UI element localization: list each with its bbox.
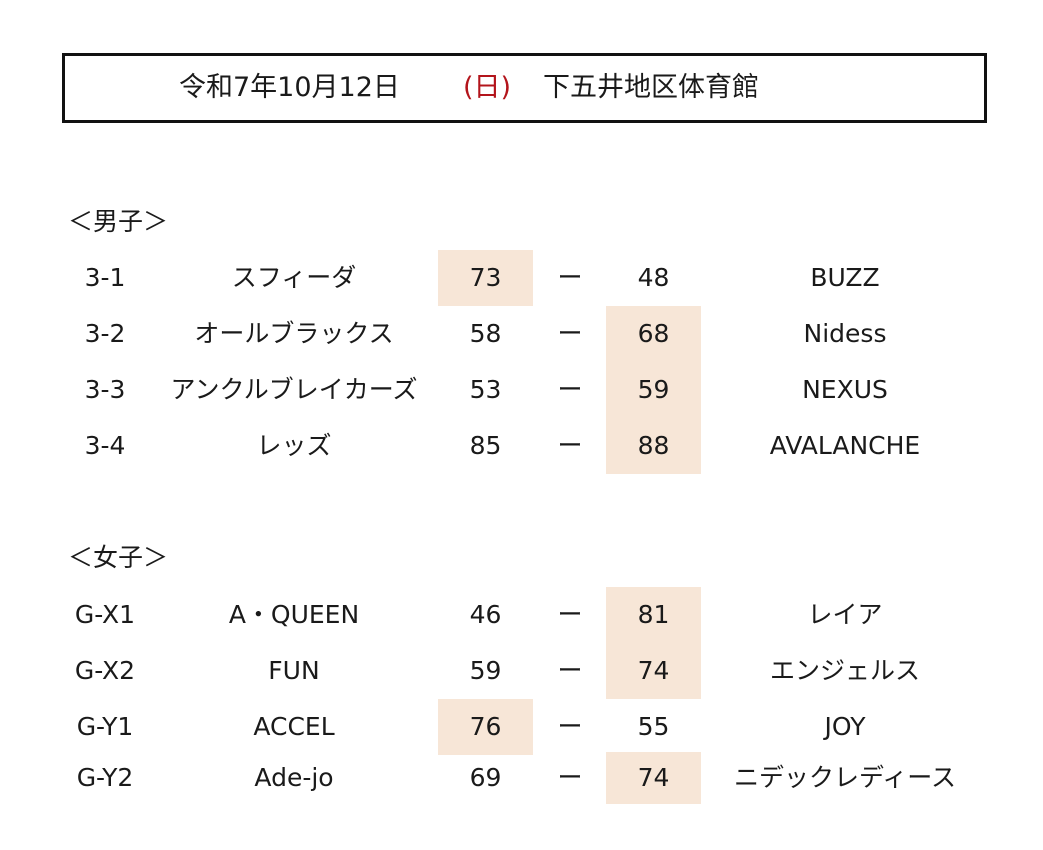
away-score: 74	[606, 643, 701, 699]
away-score: 81	[606, 587, 701, 643]
home-score: 58	[469, 319, 502, 348]
score-separator: ー	[557, 712, 583, 741]
game-id: G-Y2	[76, 763, 134, 792]
away-team: JOY	[824, 712, 866, 741]
event-venue: 下五井地区体育館	[543, 72, 759, 103]
home-team: ACCEL	[253, 712, 335, 741]
away-score: 48	[637, 263, 670, 292]
score-separator: ー	[557, 600, 583, 629]
score-separator: ー	[557, 431, 583, 460]
event-weekday: (日)	[463, 72, 512, 103]
away-team: ニデックレディース	[733, 763, 956, 792]
game-id: 3-1	[84, 263, 126, 292]
game-id: 3-2	[84, 319, 126, 348]
game-row: 3-3 アンクルブレイカーズ 53 ー 59 NEXUS	[0, 362, 1043, 418]
score-separator: ー	[557, 375, 583, 404]
game-row: G-X2 FUN 59 ー 74 エンジェルス	[0, 643, 1043, 699]
home-score: 53	[469, 375, 502, 404]
event-date: 令和7年10月12日	[179, 72, 400, 103]
game-id: 3-3	[84, 375, 126, 404]
home-team: アンクルブレイカーズ	[170, 375, 418, 404]
home-team: FUN	[268, 656, 320, 685]
home-score: 85	[469, 431, 502, 460]
home-score: 59	[469, 656, 502, 685]
game-row: 3-2 オールブラックス 58 ー 68 Nidess	[0, 306, 1043, 362]
home-team: A・QUEEN	[228, 600, 360, 629]
score-separator: ー	[557, 263, 583, 292]
game-id: G-X1	[74, 600, 136, 629]
away-score: 59	[606, 362, 701, 418]
away-score: 55	[637, 712, 670, 741]
away-score: 68	[606, 306, 701, 362]
game-id: G-X2	[74, 656, 136, 685]
home-team: レッズ	[256, 431, 332, 460]
section-label-men: ＜男子＞	[68, 207, 169, 236]
score-separator: ー	[557, 319, 583, 348]
home-score: 73	[438, 250, 533, 306]
away-team: Nidess	[803, 319, 887, 348]
game-row: G-Y1 ACCEL 76 ー 55 JOY	[0, 699, 1043, 755]
away-team: AVALANCHE	[769, 431, 921, 460]
away-team: BUZZ	[810, 263, 880, 292]
away-score: 74	[606, 752, 701, 804]
score-separator: ー	[557, 656, 583, 685]
game-row: 3-1 スフィーダ 73 ー 48 BUZZ	[0, 250, 1043, 306]
score-separator: ー	[557, 763, 583, 792]
away-team: NEXUS	[802, 375, 888, 404]
game-row: 3-4 レッズ 85 ー 88 AVALANCHE	[0, 418, 1043, 474]
game-row: G-Y2 Ade-jo 69 ー 74 ニデックレディース	[0, 752, 1043, 804]
home-team: Ade-jo	[254, 763, 334, 792]
game-row: G-X1 A・QUEEN 46 ー 81 レイア	[0, 587, 1043, 643]
section-label-women: ＜女子＞	[68, 543, 169, 572]
home-score: 46	[469, 600, 502, 629]
home-score: 76	[438, 699, 533, 755]
game-id: G-Y1	[76, 712, 134, 741]
away-team: エンジェルス	[769, 656, 920, 685]
home-team: スフィーダ	[231, 263, 357, 292]
home-score: 69	[469, 763, 502, 792]
home-team: オールブラックス	[194, 319, 394, 348]
away-score: 88	[606, 418, 701, 474]
away-team: レイア	[807, 600, 883, 629]
event-header: 令和7年10月12日 (日) 下五井地区体育館	[62, 53, 987, 123]
game-id: 3-4	[84, 431, 126, 460]
